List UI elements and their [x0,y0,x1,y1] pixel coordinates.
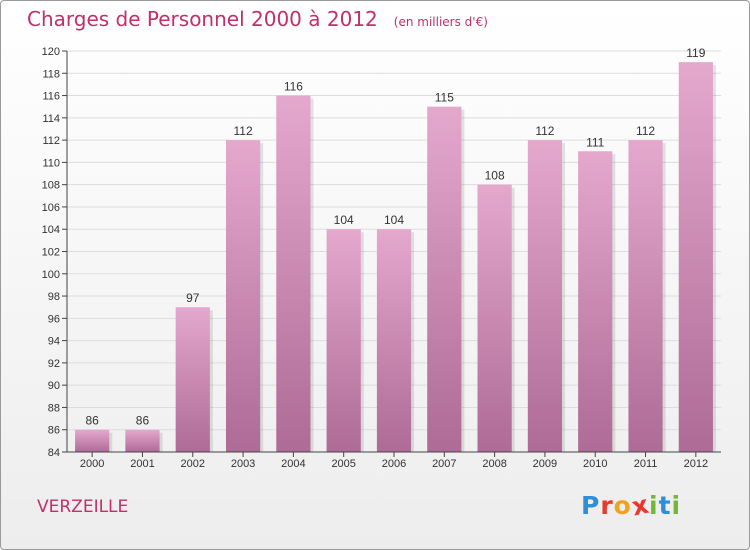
x-tick-label: 2006 [382,458,406,470]
y-tick-label: 98 [48,291,60,303]
data-label: 112 [636,124,655,138]
y-tick-label: 114 [42,113,60,125]
y-tick-label: 116 [42,91,60,103]
x-tick-label: 2004 [281,458,305,470]
data-label: 108 [485,169,505,183]
bar [678,62,713,453]
logo-letter: i [671,491,682,520]
logo-letter: P [581,491,601,520]
y-tick-label: 100 [42,269,60,281]
data-label: 116 [284,80,303,94]
y-tick-label: 112 [42,135,60,147]
logo-letter: t [658,491,672,520]
data-label: 104 [334,213,354,227]
x-tick-label: 2007 [432,458,456,470]
title-text: Charges de Personnel 2000 à 2012 [27,7,378,31]
data-label: 115 [435,91,454,105]
x-tick-label: 2009 [533,458,557,470]
logo-letter: o [613,491,632,520]
y-tick-label: 108 [42,180,60,192]
bar [376,229,412,452]
y-tick-label: 118 [42,68,60,80]
y-tick-label: 96 [48,313,60,325]
y-tick-label: 88 [48,402,60,414]
data-label: 104 [384,213,404,227]
bars: 86 86 97 112 116 104 104 115 108 112 111 112 119 [75,46,716,453]
y-tick-label: 86 [48,425,60,437]
y-tick-label: 90 [48,380,60,392]
data-label: 97 [186,291,200,305]
x-tick-label: 2001 [130,458,154,470]
data-label: 86 [85,414,99,428]
y-tick-label: 120 [42,46,60,58]
data-label: 119 [686,46,705,60]
data-label: 112 [535,124,554,138]
logo-letter: i [649,491,659,520]
bar [527,140,563,452]
data-label: 112 [234,124,253,138]
bar [326,229,361,452]
y-tick-label: 106 [42,202,60,214]
y-tick-label: 102 [42,247,60,259]
bar [578,151,613,452]
bar [225,140,261,452]
x-tick-label: 2002 [181,458,205,470]
x-tick-label: 2000 [80,458,104,470]
data-label: 111 [586,135,605,149]
bar [427,106,462,452]
title-unit: (en milliers d'€) [393,15,488,29]
y-tick-label: 110 [42,157,60,169]
x-tick-label: 2010 [583,458,607,470]
data-label: 86 [136,414,150,428]
bar [276,95,311,453]
x-tick-label: 2012 [684,458,708,470]
bar [628,140,663,452]
y-tick-label: 84 [48,447,60,459]
bar [477,184,512,452]
x-tick-label: 2005 [331,458,355,470]
x-tick-label: 2003 [231,458,255,470]
bar [75,429,110,452]
x-tick-label: 2011 [634,458,658,470]
logo-letter: r [600,491,614,520]
y-tick-label: 92 [48,358,60,370]
bar [125,429,160,452]
chart-title: Charges de Personnel 2000 à 2012 (en mill… [27,7,488,31]
x-tick-label: 2008 [482,458,506,470]
place-name: VERZEILLE [37,497,129,517]
bar [175,307,210,452]
axes: 84 86 88 90 92 94 96 98 100 102 104 106 108 110 112 114… [42,46,721,470]
proxiti-logo: Proxiti [581,490,682,522]
y-tick-label: 94 [48,336,60,348]
y-tick-label: 104 [42,224,60,236]
